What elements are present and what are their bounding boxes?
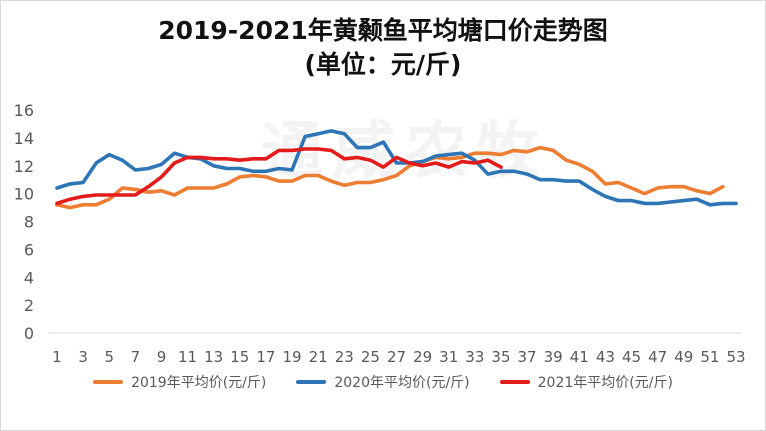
series-line-1 — [55, 145, 725, 210]
y-tick-label: 4 — [24, 268, 34, 287]
x-tick-label: 41 — [570, 348, 589, 366]
x-tick-label: 45 — [622, 348, 641, 366]
x-tick-label: 31 — [439, 348, 458, 366]
series-line-2 — [55, 129, 738, 207]
x-tick-label: 35 — [491, 348, 510, 366]
x-tick-label: 25 — [361, 348, 380, 366]
x-tick-label: 23 — [335, 348, 354, 366]
legend-label: 2019年平均价(元/斤) — [131, 375, 267, 391]
x-tick-label: 53 — [726, 348, 745, 366]
x-tick-label: 1 — [52, 348, 62, 366]
x-tick-label: 43 — [596, 348, 615, 366]
x-tick-label: 17 — [256, 348, 275, 366]
y-tick-label: 12 — [14, 157, 34, 176]
legend-swatch — [296, 380, 327, 384]
x-tick-label: 49 — [674, 348, 693, 366]
y-tick-label: 10 — [14, 185, 34, 204]
legend-item-3: 2021年平均价(元/斤) — [499, 372, 673, 392]
x-tick-label: 15 — [230, 348, 249, 366]
legend: 2019年平均价(元/斤) 2020年平均价(元/斤) 2021年平均价(元/斤) — [0, 372, 766, 392]
legend-swatch — [93, 380, 124, 384]
legend-label: 2020年平均价(元/斤) — [334, 375, 470, 391]
chart-title: 2019-2021年黄颡鱼平均塘口价走势图 — [158, 16, 608, 45]
y-tick-label: 0 — [24, 324, 34, 343]
x-tick-label: 37 — [518, 348, 537, 366]
legend-label: 2021年平均价(元/斤) — [537, 375, 673, 391]
x-tick-label: 7 — [131, 348, 141, 366]
x-tick-label: 51 — [700, 348, 719, 366]
y-tick-label: 2 — [24, 296, 34, 315]
chart-subtitle: (单位：元/斤) — [304, 50, 462, 79]
legend-item-2: 2020年平均价(元/斤) — [296, 372, 470, 392]
x-tick-label: 29 — [413, 348, 432, 366]
x-tick-label: 11 — [178, 348, 197, 366]
y-tick-label: 16 — [14, 101, 34, 120]
x-tick-label: 13 — [204, 348, 223, 366]
y-tick-label: 14 — [14, 129, 34, 148]
x-tick-label: 33 — [465, 348, 484, 366]
legend-item-1: 2019年平均价(元/斤) — [93, 372, 266, 392]
x-tick-label: 19 — [282, 348, 301, 366]
x-tick-label: 21 — [309, 348, 328, 366]
series-line-3 — [55, 147, 503, 206]
y-tick-label: 6 — [24, 240, 34, 259]
x-tick-label: 9 — [157, 348, 167, 366]
x-tick-label: 3 — [78, 348, 88, 366]
chart-title-block: 2019-2021年黄颡鱼平均塘口价走势图 (单位：元/斤) — [0, 14, 766, 82]
y-tick-label: 8 — [24, 213, 34, 232]
x-tick-label: 39 — [544, 348, 563, 366]
legend-swatch — [499, 380, 530, 384]
x-tick-label: 47 — [648, 348, 667, 366]
x-tick-label: 5 — [104, 348, 114, 366]
x-tick-label: 27 — [387, 348, 406, 366]
